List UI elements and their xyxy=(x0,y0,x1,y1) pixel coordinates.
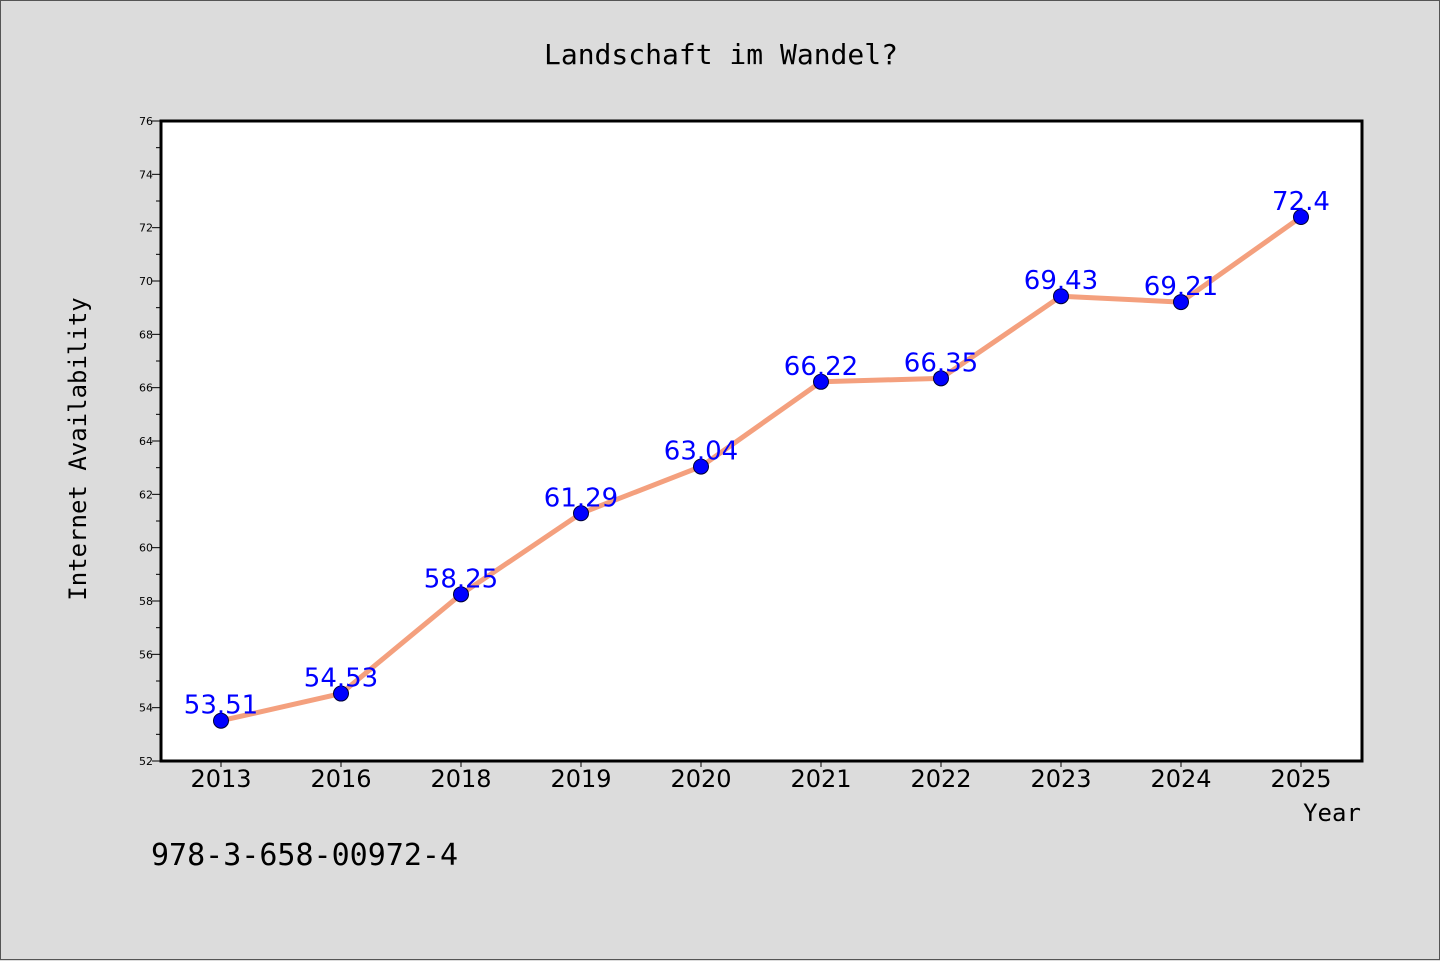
y-tick-label: 60 xyxy=(139,542,153,555)
x-tick-label: 2025 xyxy=(1270,765,1331,793)
y-tick-label: 58 xyxy=(139,595,153,608)
chart-title: Landschaft im Wandel? xyxy=(544,38,898,71)
data-label: 72.4 xyxy=(1272,187,1330,217)
plot-area xyxy=(159,119,1364,763)
y-tick-label: 62 xyxy=(139,488,153,501)
data-label: 58.25 xyxy=(424,564,498,594)
y-tick-label: 54 xyxy=(139,702,153,715)
data-point xyxy=(813,373,829,390)
data-label: 61.29 xyxy=(544,483,618,513)
series-line xyxy=(220,214,1303,724)
y-tick-label: 52 xyxy=(139,755,153,768)
x-tick-label: 2021 xyxy=(790,765,851,793)
data-label: 69.43 xyxy=(1024,266,1098,296)
x-tick-label: 2022 xyxy=(910,765,971,793)
data-point xyxy=(1293,209,1309,225)
x-tick-label: 2023 xyxy=(1030,765,1091,793)
data-point xyxy=(213,712,229,729)
y-tick-label: 72 xyxy=(139,222,153,235)
y-tick-label: 66 xyxy=(139,382,153,395)
x-tick-label: 2013 xyxy=(190,765,251,793)
data-label: 53.51 xyxy=(184,691,258,721)
data-point xyxy=(693,458,709,475)
x-tick-label: 2024 xyxy=(1150,765,1211,793)
isbn-text: 978-3-658-00972-4 xyxy=(151,838,458,873)
x-tick-label: 2018 xyxy=(430,765,491,793)
data-point xyxy=(1053,288,1069,305)
y-tick-label: 56 xyxy=(139,648,153,661)
y-tick-label: 76 xyxy=(139,115,153,128)
data-points xyxy=(213,209,1309,729)
data-label: 66.35 xyxy=(904,348,978,378)
y-axis-label: Internet Availability xyxy=(64,297,92,600)
x-tick-label: 2020 xyxy=(670,765,731,793)
y-tick-label: 74 xyxy=(139,168,153,181)
y-axis: 52 54 56 58 60 62 64 66 68 70 72 74 76 xyxy=(139,115,161,768)
data-label: 54.53 xyxy=(304,664,378,694)
data-label: 69.21 xyxy=(1144,272,1218,302)
x-axis: 2013 2016 2018 2019 2020 2021 2022 2023 2024 2025 xyxy=(190,761,1332,793)
data-label: 63.04 xyxy=(664,437,738,467)
data-point xyxy=(453,586,469,603)
x-tick-label: 2016 xyxy=(310,765,371,793)
data-point xyxy=(333,685,349,702)
data-labels: 53.51 54.53 58.25 61.29 63.04 66.22 66.35 69.43… xyxy=(184,187,1330,721)
y-tick-label: 70 xyxy=(139,275,153,288)
data-point xyxy=(933,370,949,387)
data-point xyxy=(573,505,589,522)
x-tick-label: 2019 xyxy=(550,765,611,793)
x-axis-label: Year xyxy=(1303,799,1361,827)
y-tick-label: 68 xyxy=(139,328,153,341)
data-point xyxy=(1173,294,1189,311)
y-tick-label: 64 xyxy=(139,435,153,448)
data-label: 66.22 xyxy=(784,352,858,382)
